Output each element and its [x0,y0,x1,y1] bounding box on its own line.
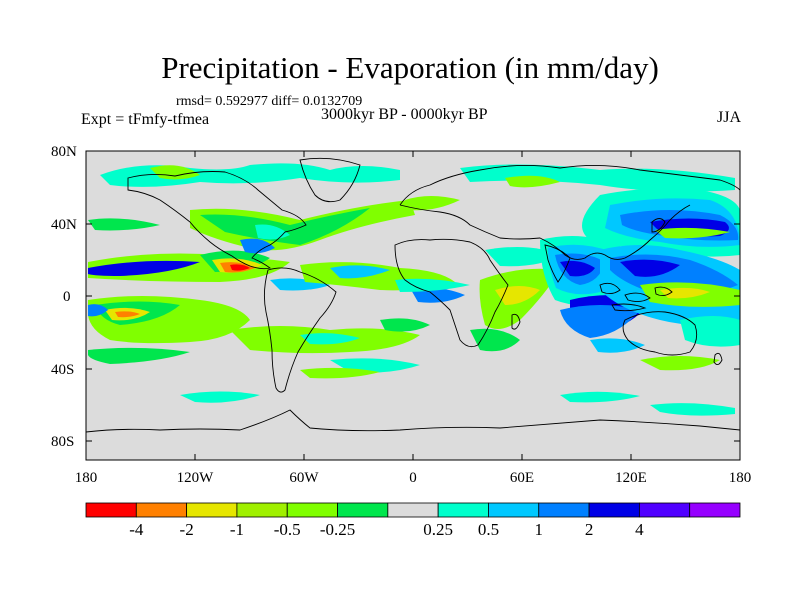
lat-tick-label: 40N [51,217,77,233]
colorbar-swatch [135,502,188,518]
anomaly-region [88,218,160,231]
coastline-madagascar [511,313,521,330]
colorbar [85,502,741,518]
colorbar-swatch [638,502,691,518]
anomaly-region [380,318,430,332]
anomaly-region [495,286,540,305]
lon-tick-label: 0 [409,470,417,486]
lon-tick-label: 120W [177,470,215,486]
colorbar-swatch [488,502,540,518]
anomaly-region [560,305,640,338]
colorbar-swatch [286,502,338,518]
lat-tick-label: 80N [51,144,77,160]
colorbar-label: 0.25 [423,520,453,539]
lon-tick-label: 120E [615,470,647,486]
anomaly-region [405,196,460,211]
colorbar-swatch [437,502,489,518]
anomaly-region [655,227,730,239]
anomaly-region [590,338,645,353]
coastlines [86,157,740,433]
anomaly-region [300,333,360,345]
lon-tick-label: 180 [729,470,752,486]
coastline-new-zealand [713,352,723,365]
coastline-australia [622,311,698,356]
colorbar-label: -0.5 [274,520,301,539]
colorbar-label: 1 [535,520,544,539]
anomaly-region [620,259,680,277]
period-label: 3000kyr BP - 0000kyr BP [321,106,488,123]
colorbar-labels: -4 -2 -1 -0.5 -0.25 0.25 0.5 1 2 4 [129,520,644,539]
coastline-greenland [299,157,361,203]
colorbar-swatch [387,502,439,518]
colorbar-label: 0.5 [478,520,499,539]
anomaly-region [240,238,275,254]
anomaly-region [330,265,390,279]
anomaly-region [650,403,735,416]
anomaly-region [640,356,720,371]
coastline-africa [394,238,509,348]
plot-title: Precipitation - Evaporation (in mm/day) [161,50,659,85]
anomaly-region [150,165,200,180]
anomaly-region [560,260,595,277]
colorbar-label: 4 [635,520,644,539]
anomaly-region [460,164,735,192]
coastline-north-america [127,171,307,270]
coastline-japan [651,218,666,233]
anomaly-region [180,391,260,403]
anomaly-region [230,264,250,271]
colorbar-swatch [337,502,389,518]
lon-tick-label: 60E [510,470,534,486]
colorbar-swatch [85,502,137,518]
anomaly-region [505,175,560,188]
coastline-india [544,244,571,283]
lat-tick-label: 0 [63,289,71,305]
coastline-antarctica [86,409,740,433]
lat-axis [86,150,740,442]
colorbar-swatch [588,502,640,518]
anomaly-region [115,311,140,318]
colorbar-swatch [186,502,238,518]
anomaly-region [300,367,380,379]
lat-tick-label: 40S [51,362,74,378]
colorbar-swatch [538,502,590,518]
anomaly-region [88,304,108,317]
lon-axis [85,151,741,460]
anomaly-region [560,391,640,403]
season-label: JJA [716,109,741,126]
anomaly-region [88,260,200,276]
colorbar-label: 2 [585,520,594,539]
colorbar-swatch [236,502,288,518]
experiment-label: Expt = tFmfy-tfmea [81,111,210,128]
lon-tick-label: 180 [75,470,98,486]
anomaly-field-layer [88,163,740,416]
colorbar-swatch [689,502,741,518]
anomaly-region [470,328,520,352]
anomaly-region [660,287,710,299]
stats-label: rmsd= 0.592977 diff= 0.0132709 [176,94,363,109]
coastline-south-america [263,267,337,393]
colorbar-label: -1 [230,520,244,539]
anomaly-region [200,208,370,245]
lat-tick-label: 80S [51,434,74,450]
lon-tick-label: 60W [289,470,319,486]
colorbar-label: -4 [129,520,144,539]
colorbar-label: -2 [180,520,194,539]
anomaly-region [395,278,470,292]
anomaly-region [88,347,190,364]
colorbar-label: -0.25 [320,520,355,539]
anomaly-region [680,316,740,347]
coastline-eurasia [399,164,740,260]
coastline-maritime-continent [599,282,673,312]
